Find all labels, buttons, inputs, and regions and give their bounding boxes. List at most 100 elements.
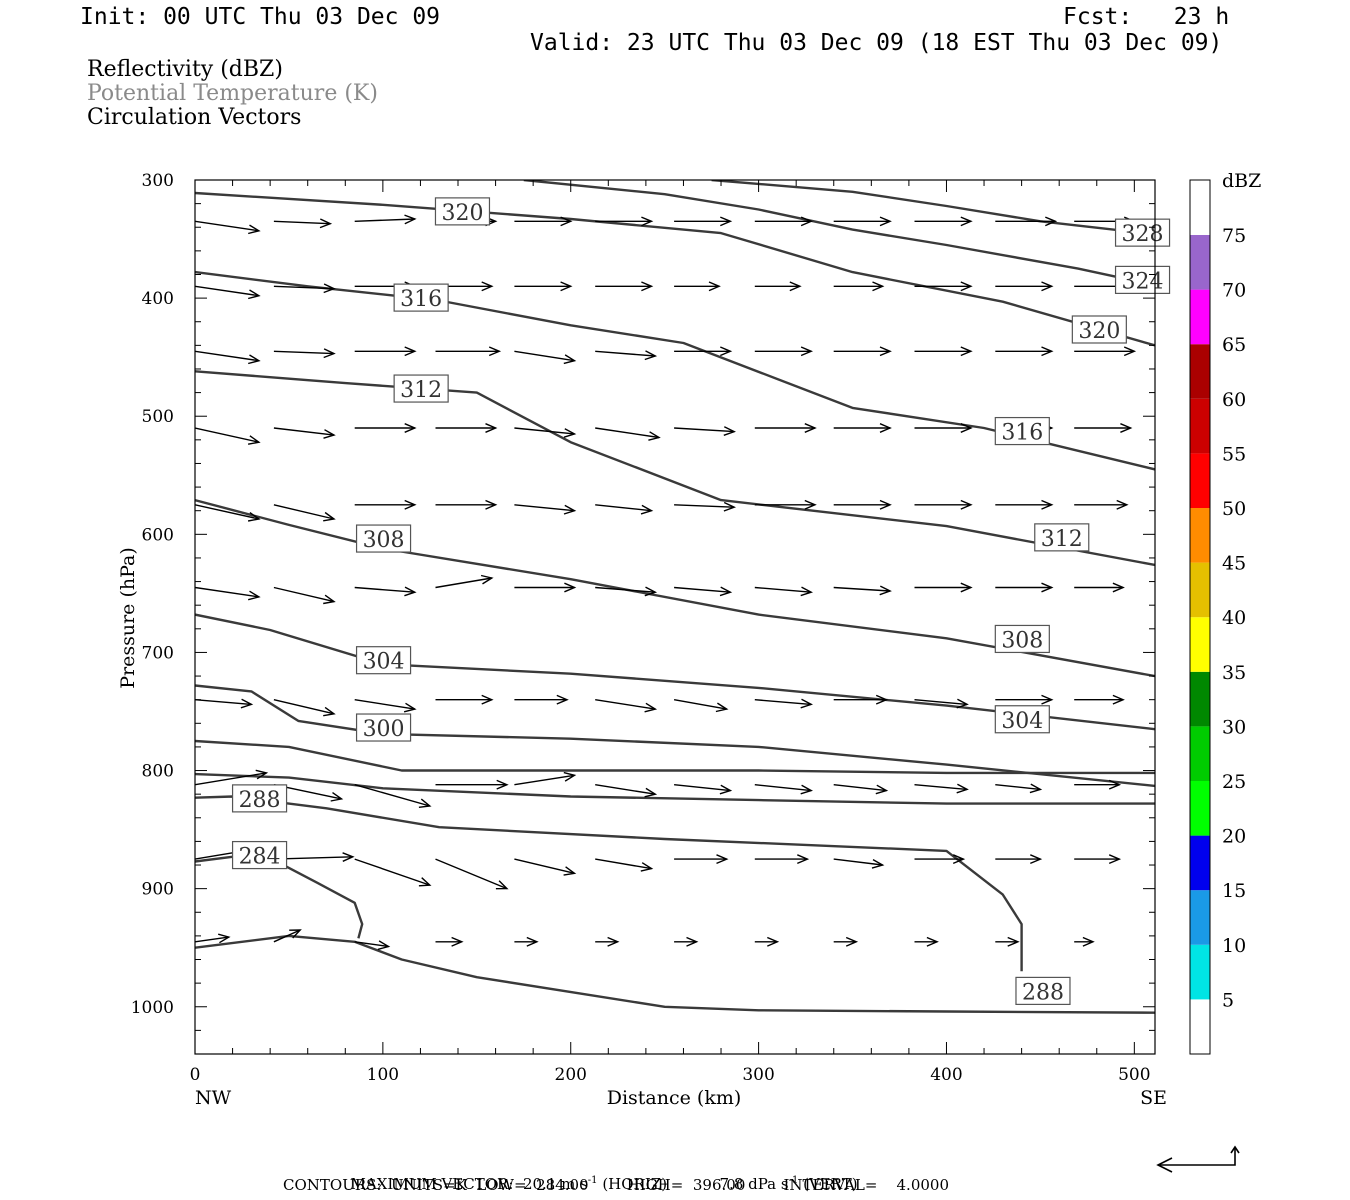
- y-tick-label: 600: [142, 525, 174, 545]
- circulation-vector: [195, 772, 267, 786]
- vector-arrowhead: [481, 694, 494, 705]
- contour-label-box: [1114, 265, 1171, 294]
- vector-arrowhead: [952, 854, 966, 865]
- y-tick-label: 1000: [131, 998, 174, 1018]
- vector-arrowhead: [496, 779, 509, 790]
- legend-reflectivity: Reflectivity (dBZ): [87, 57, 283, 82]
- theta-contour: [195, 370, 1155, 567]
- vector-arrowhead: [451, 936, 464, 947]
- colorbar-tick-label: 15: [1222, 880, 1246, 902]
- y-tick-label: 700: [142, 643, 174, 663]
- vector-arrowhead: [560, 281, 573, 292]
- circulation-vector: [435, 858, 508, 890]
- vector-arrowhead: [323, 283, 336, 294]
- contour-label: 308: [355, 524, 412, 553]
- colorbar-tick-label: 5: [1222, 989, 1234, 1011]
- circulation-vector: [995, 784, 1041, 791]
- colorbar-swatch: [1190, 781, 1210, 836]
- theta-contour: [195, 613, 1155, 731]
- vector-arrowhead: [1041, 281, 1054, 292]
- circulation-vector: [354, 784, 430, 807]
- vector-arrowhead: [960, 281, 973, 292]
- contour-label-text: 288: [239, 788, 281, 813]
- vector-arrowhead: [556, 694, 569, 705]
- colorbar-swatch: [1190, 944, 1210, 1000]
- vector-arrowhead: [323, 511, 336, 522]
- vector-arrowhead: [800, 784, 813, 795]
- vector-arrowhead: [404, 499, 417, 510]
- vector-arrowhead: [480, 574, 494, 585]
- circulation-vector: [595, 350, 656, 357]
- circulation-vector: [354, 941, 389, 948]
- vector-arrowhead: [800, 216, 814, 227]
- vert-exponent: -1: [788, 1175, 799, 1186]
- vector-arrowhead: [789, 281, 802, 292]
- vector-arrowhead: [563, 771, 577, 782]
- contour-label-box: [231, 784, 288, 813]
- contour-label: 328: [1114, 218, 1171, 247]
- vector-arrowhead: [800, 698, 813, 709]
- circulation-vector: [514, 858, 575, 874]
- theta-contour: [195, 191, 1155, 347]
- colorbar-swatch: [1190, 562, 1210, 618]
- horiz-unit: (HORIZ): [602, 1175, 668, 1193]
- vector-arrowhead: [1030, 854, 1043, 865]
- contour-label: 304: [994, 705, 1050, 734]
- contour-label: 312: [393, 374, 449, 403]
- contour-label: 320: [1071, 315, 1127, 344]
- colorbar-swatch: [1190, 617, 1210, 672]
- vector-arrowhead: [719, 586, 733, 597]
- circulation-vector: [354, 218, 415, 222]
- colorbar-swatch: [1190, 671, 1210, 727]
- vector-arrowhead: [640, 862, 654, 872]
- vector-arrowhead: [879, 346, 892, 357]
- colorbar-tick-label: 65: [1222, 334, 1246, 356]
- contour-label: 300: [355, 713, 412, 742]
- circulation-vector: [195, 427, 260, 443]
- colorbar-tick-label: 70: [1222, 280, 1246, 302]
- vector-arrowhead: [800, 346, 814, 357]
- vector-arrowhead: [563, 866, 577, 876]
- vector-arrowhead: [797, 854, 810, 865]
- circulation-vector: [435, 577, 492, 589]
- vector-arrowhead: [255, 769, 269, 780]
- vector-arrowhead: [644, 787, 658, 798]
- contour-label-text: 308: [1001, 628, 1043, 653]
- circulation-vector: [195, 586, 260, 598]
- colorbar-tick-label: 55: [1222, 443, 1246, 465]
- x-tick-label: 500: [1118, 1065, 1150, 1085]
- vector-arrowhead: [495, 880, 509, 890]
- init-time: Init: 00 UTC Thu 03 Dec 09: [80, 4, 441, 30]
- colorbar-tick-label: 20: [1222, 826, 1246, 848]
- x-end-label-left: NW: [195, 1087, 232, 1109]
- contour-label: 288: [231, 784, 288, 813]
- contour-label-box: [1015, 976, 1071, 1006]
- contour-label-box: [994, 416, 1050, 446]
- circulation-vector: [195, 699, 252, 706]
- circulation-vector: [354, 586, 415, 593]
- y-axis-title: Pressure (hPa): [117, 547, 139, 689]
- contour-label: 304: [355, 646, 412, 675]
- vector-arrowhead: [560, 216, 573, 227]
- circulation-vector: [674, 504, 735, 508]
- circulation-vector: [595, 504, 652, 512]
- y-tick-label: 300: [142, 171, 174, 191]
- vector-arrowhead: [719, 784, 733, 795]
- colorbar-title: dBZ: [1222, 170, 1261, 192]
- theta-contour: [195, 498, 1155, 678]
- vector-arrowhead: [800, 586, 813, 597]
- vector-arrowhead: [481, 281, 494, 292]
- colorbar-tick-label: 60: [1222, 389, 1246, 411]
- circulation-vector: [273, 504, 335, 520]
- vector-arrowhead: [648, 431, 661, 441]
- circulation-vector: [273, 350, 335, 355]
- y-tick-label: 800: [142, 762, 174, 782]
- contour-labels: 320 316 312 308 304 300 288 284 316 312 308 304 288 3…: [231, 197, 1171, 1006]
- colorbar-swatch: [1190, 453, 1210, 508]
- contour-label-box: [1034, 523, 1090, 552]
- vector-arrowhead: [956, 698, 969, 709]
- vector-arrowhead: [404, 586, 417, 597]
- contour-label-text: 308: [363, 528, 405, 553]
- vector-arrowhead: [607, 936, 620, 947]
